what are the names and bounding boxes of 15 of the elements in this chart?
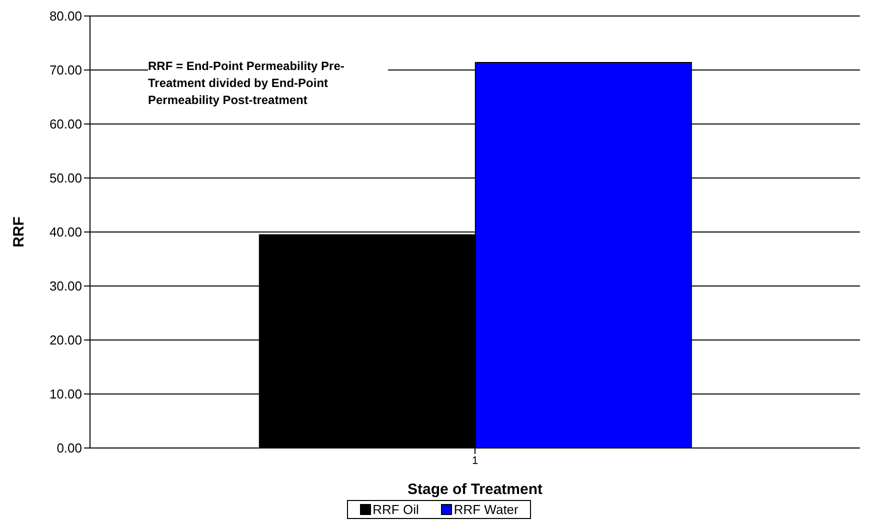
y-tick-label: 0.00 [56, 440, 82, 456]
legend-label: RRF Water [452, 502, 518, 517]
y-tick-label: 40.00 [49, 224, 82, 240]
x-axis-title: Stage of Treatment [407, 481, 543, 498]
y-tick-label: 80.00 [49, 8, 82, 24]
legend-label: RRF Oil [372, 502, 419, 517]
y-axis-title: RRF [10, 216, 28, 248]
y-tick-label: 70.00 [49, 62, 82, 78]
y-tick-label: 20.00 [49, 332, 82, 348]
y-tick-label: 50.00 [49, 170, 82, 186]
x-tick-label: 1 [472, 454, 478, 467]
note-text: RRF = End-Point Permeability Pre-Treatment divided by End-Point Permeability Post-treatment [148, 58, 388, 109]
y-tick-label: 60.00 [49, 116, 82, 132]
y-tick-label: 10.00 [49, 386, 82, 402]
y-tick-label: 30.00 [49, 278, 82, 294]
